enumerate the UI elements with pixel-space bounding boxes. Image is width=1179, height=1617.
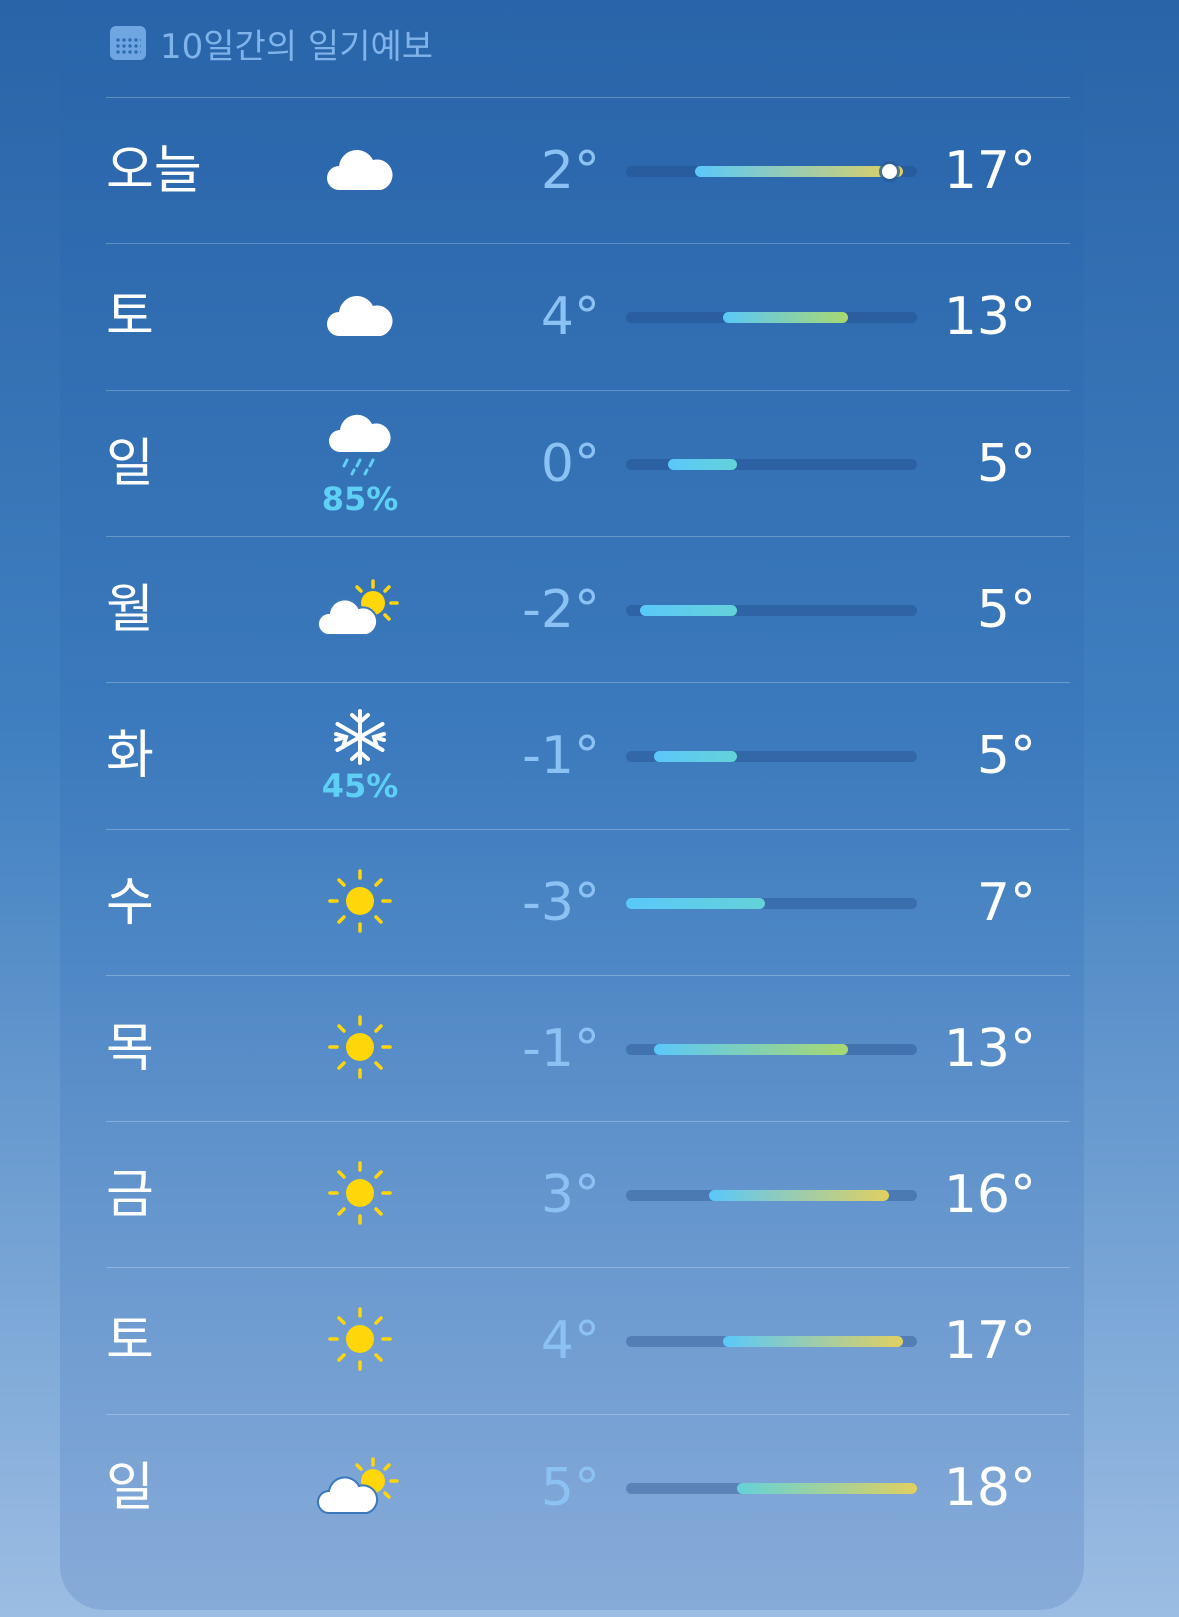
temp-range-fill	[626, 897, 765, 909]
temp-range-bar	[626, 897, 917, 909]
weather-icon-cell	[320, 976, 400, 1122]
high-temp: 5°	[976, 726, 1036, 787]
low-temp: 3°	[540, 1165, 600, 1226]
forecast-header: 10일간의 일기예보	[110, 18, 433, 68]
high-temp: 13°	[943, 1018, 1036, 1079]
weather-icon-cell	[320, 830, 400, 976]
temp-range-bar	[626, 1190, 917, 1202]
cloud-icon	[325, 290, 395, 344]
day-label: 월	[106, 579, 154, 640]
high-temp: 5°	[976, 433, 1036, 494]
forecast-row[interactable]: 오늘 2° 17°	[106, 97, 1070, 244]
weather-icon-cell	[317, 537, 403, 683]
temp-range-fill	[723, 1336, 904, 1348]
temp-range-fill	[639, 604, 737, 616]
weather-icon-cell	[320, 1122, 400, 1268]
low-temp: 4°	[540, 1311, 600, 1372]
cloud-sun-icon	[317, 577, 403, 643]
temp-range-fill	[667, 458, 737, 470]
high-temp: 16°	[943, 1165, 1036, 1226]
precip-chance: 85%	[321, 479, 399, 518]
weather-icon-cell	[317, 1415, 403, 1561]
temp-range-fill	[723, 312, 848, 324]
sun-icon	[327, 1160, 393, 1230]
forecast-row[interactable]: 목 -1° 13°	[106, 974, 1070, 1122]
day-label: 수	[106, 872, 154, 933]
weather-icon-cell	[320, 1268, 400, 1414]
temp-range-bar	[626, 1043, 917, 1055]
forecast-title: 10일간의 일기예보	[160, 26, 434, 67]
low-temp: 5°	[540, 1457, 600, 1518]
weather-icon-cell	[320, 98, 400, 244]
cloud-sun-icon	[317, 1455, 403, 1521]
low-temp: -1°	[522, 726, 600, 787]
calendar-icon	[110, 26, 146, 60]
temp-range-bar	[626, 1482, 917, 1494]
precip-chance: 45%	[321, 767, 399, 806]
sun-icon	[327, 1014, 393, 1084]
high-temp: 18°	[943, 1457, 1036, 1518]
temp-range-fill	[653, 1043, 848, 1055]
temp-range-bar	[626, 164, 917, 179]
forecast-row[interactable]: 일 5° 18°	[106, 1413, 1070, 1561]
weather-icon-cell	[320, 244, 400, 390]
day-label: 금	[106, 1165, 154, 1226]
temp-range-bar	[626, 604, 917, 616]
high-temp: 17°	[943, 141, 1036, 201]
cloud-rain-icon	[327, 410, 393, 484]
day-label: 목	[106, 1018, 154, 1079]
low-temp: -1°	[522, 1018, 600, 1079]
weather-icon-cell: 45%	[320, 683, 400, 829]
temp-range-fill	[653, 751, 737, 763]
weather-icon-cell: 85%	[320, 391, 400, 537]
high-temp: 5°	[976, 579, 1036, 640]
day-label: 화	[106, 726, 154, 787]
temp-range-bar	[626, 458, 917, 470]
forecast-row[interactable]: 수 -3° 7°	[106, 828, 1070, 976]
temp-range-bar	[626, 1336, 917, 1348]
forecast-row[interactable]: 토 4° 13°	[106, 243, 1070, 390]
high-temp: 7°	[976, 872, 1036, 933]
cloud-icon	[325, 144, 395, 198]
low-temp: -3°	[522, 872, 600, 933]
snowflake-icon	[330, 707, 390, 771]
low-temp: 2°	[540, 141, 600, 201]
forecast-row[interactable]: 토 4° 17°	[106, 1267, 1070, 1414]
low-temp: 0°	[540, 433, 600, 494]
temp-range-bar	[626, 312, 917, 324]
day-label: 일	[106, 433, 154, 494]
sun-icon	[327, 1306, 393, 1376]
temp-range-fill	[709, 1190, 890, 1202]
temp-range-fill	[736, 1482, 917, 1494]
current-temp-dot	[882, 164, 898, 179]
high-temp: 17°	[943, 1311, 1036, 1372]
low-temp: 4°	[540, 287, 600, 348]
day-label: 오늘	[106, 141, 202, 201]
temp-range-fill	[695, 166, 904, 177]
forecast-row[interactable]: 금 3° 16°	[106, 1121, 1070, 1268]
high-temp: 13°	[943, 287, 1036, 348]
forecast-row[interactable]: 화 45% -1° 5°	[106, 682, 1070, 829]
day-label: 일	[106, 1457, 154, 1518]
temp-range-bar	[626, 751, 917, 763]
forecast-row[interactable]: 일 85% 0° 5°	[106, 389, 1070, 537]
low-temp: -2°	[522, 579, 600, 640]
forecast-row[interactable]: 월 -2° 5°	[106, 535, 1070, 683]
day-label: 토	[106, 1311, 154, 1372]
sun-icon	[327, 868, 393, 938]
day-label: 토	[106, 287, 154, 348]
forecast-card	[60, 0, 1084, 1610]
